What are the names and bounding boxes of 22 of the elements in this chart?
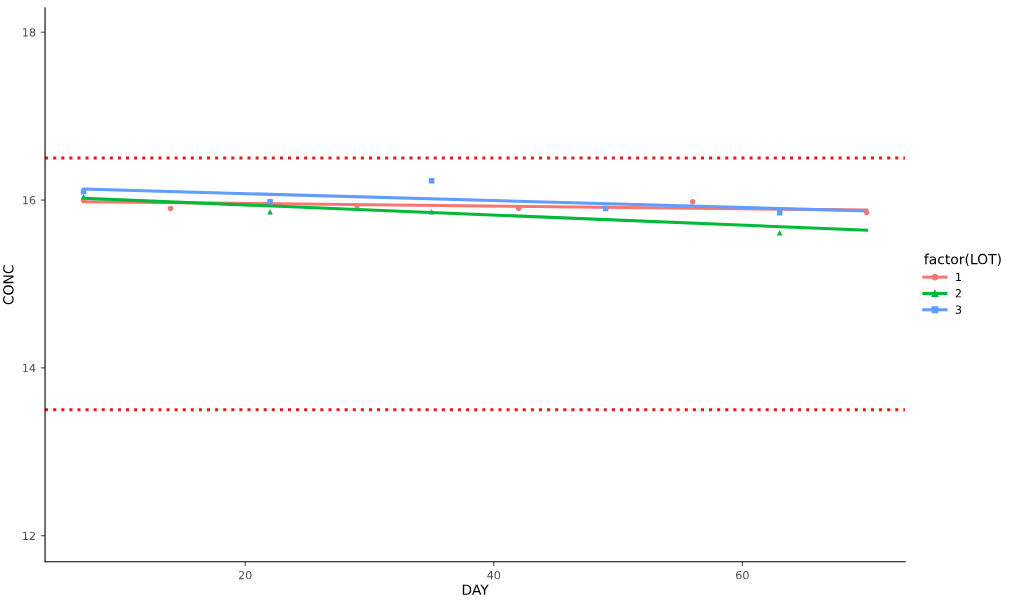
point	[267, 209, 273, 215]
y-tick-label: 18	[23, 28, 36, 37]
x-tick-label: 60	[736, 570, 749, 580]
point	[428, 177, 435, 184]
point	[354, 203, 360, 209]
x-axis-title: DAY	[462, 584, 489, 595]
point	[267, 198, 273, 205]
point	[863, 209, 870, 216]
y-tick-label: 14	[23, 363, 36, 373]
y-axis-title: CONC	[3, 265, 14, 305]
x-tick-label: 40	[487, 570, 501, 580]
y-tick-label: 16	[23, 196, 36, 205]
y-tick-label: 12	[23, 531, 35, 540]
legend-label: 2	[955, 289, 961, 298]
legend-label: 3	[955, 305, 962, 314]
point	[689, 198, 696, 205]
point	[776, 229, 783, 236]
legend-title: factor(LOT)	[924, 253, 1001, 266]
point	[428, 209, 435, 215]
legend-label: 1	[956, 272, 961, 282]
point	[167, 205, 174, 212]
x-tick-label: 20	[238, 570, 252, 580]
